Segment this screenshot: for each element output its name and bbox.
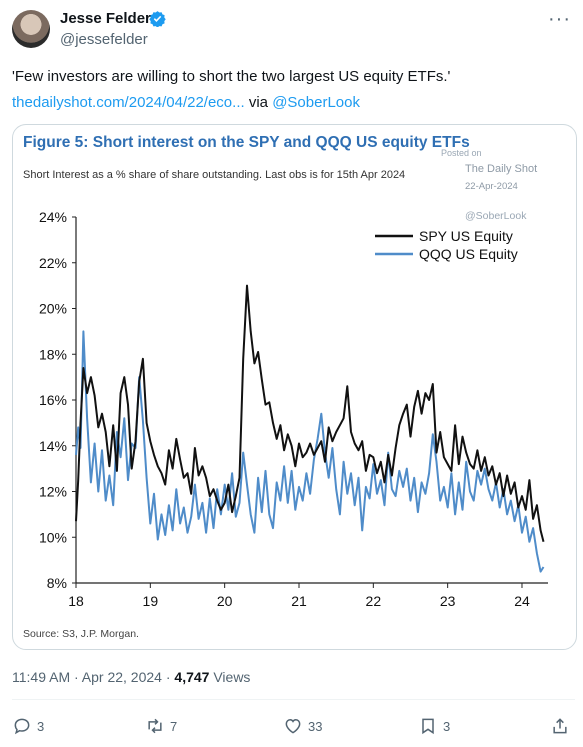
spy-series-line [75, 284, 545, 543]
bookmark-button[interactable]: 3 [418, 716, 450, 736]
reply-count: 3 [37, 718, 45, 734]
views-count: 4,747 [174, 669, 210, 685]
like-count: 33 [308, 718, 323, 734]
y-tick-label: 24% [39, 209, 67, 225]
views-label: Views [213, 669, 251, 685]
figure-source: Source: S3, J.P. Morgan. [23, 628, 139, 640]
heart-icon [285, 718, 301, 734]
x-tick-label: 21 [291, 593, 307, 609]
y-tick-label: 20% [39, 301, 67, 317]
legend-label: SPY US Equity [419, 228, 513, 244]
x-tick-label: 19 [143, 593, 159, 609]
tweet-meta: 11:49 AM · Apr 22, 2024 · 4,747 Views [12, 669, 250, 685]
x-tick-label: 20 [217, 593, 233, 609]
y-tick-label: 14% [39, 438, 67, 454]
retweet-button[interactable]: 7 [145, 716, 177, 736]
avatar[interactable] [12, 10, 50, 48]
retweet-count: 7 [170, 718, 178, 734]
y-tick-label: 12% [39, 484, 67, 500]
mention-link[interactable]: @SoberLook [272, 94, 360, 111]
via-label: via [248, 94, 269, 111]
reply-icon [14, 718, 30, 735]
chart: Figure 5: Short interest on the SPY and … [23, 134, 548, 640]
y-tick-label: 10% [39, 529, 67, 545]
watermark-site: The Daily Shot [465, 163, 537, 175]
y-tick-label: 8% [47, 575, 67, 591]
reply-button[interactable]: 3 [12, 716, 44, 736]
watermark-posted: Posted on [441, 148, 482, 158]
x-tick-label: 23 [440, 593, 456, 609]
tweet-quote: 'Few investors are willing to short the … [12, 68, 451, 85]
figure-subtitle: Short Interest as a % share of share out… [23, 169, 405, 181]
share-icon [553, 718, 567, 734]
verified-badge-icon [149, 11, 166, 27]
bookmark-icon [422, 718, 434, 735]
x-tick-label: 18 [68, 593, 84, 609]
media-card[interactable]: Figure 5: Short interest on the SPY and … [12, 124, 577, 650]
bookmark-count: 3 [443, 718, 451, 734]
qqq-series-line [75, 330, 545, 573]
watermark-handle: @SoberLook [465, 210, 527, 222]
figure-title: Figure 5: Short interest on the SPY and … [23, 134, 470, 151]
tweet-text: 'Few investors are willing to short the … [12, 67, 572, 113]
article-link[interactable]: thedailyshot.com/2024/04/22/eco... [12, 94, 245, 111]
author-name[interactable]: Jesse Felder [60, 10, 151, 27]
divider [12, 699, 575, 700]
more-options-icon[interactable]: ··· [548, 8, 571, 30]
y-tick-label: 22% [39, 255, 67, 271]
x-tick-label: 22 [366, 593, 382, 609]
like-button[interactable]: 33 [283, 716, 322, 736]
author-handle[interactable]: @jessefelder [60, 31, 148, 48]
timestamp[interactable]: 11:49 AM · Apr 22, 2024 · [12, 669, 171, 685]
y-tick-label: 18% [39, 346, 67, 362]
watermark-date: 22-Apr-2024 [465, 181, 518, 192]
retweet-icon [148, 718, 162, 734]
share-button[interactable] [550, 716, 570, 736]
y-tick-label: 16% [39, 392, 67, 408]
x-tick-label: 24 [514, 593, 530, 609]
legend-label: QQQ US Equity [419, 246, 518, 262]
